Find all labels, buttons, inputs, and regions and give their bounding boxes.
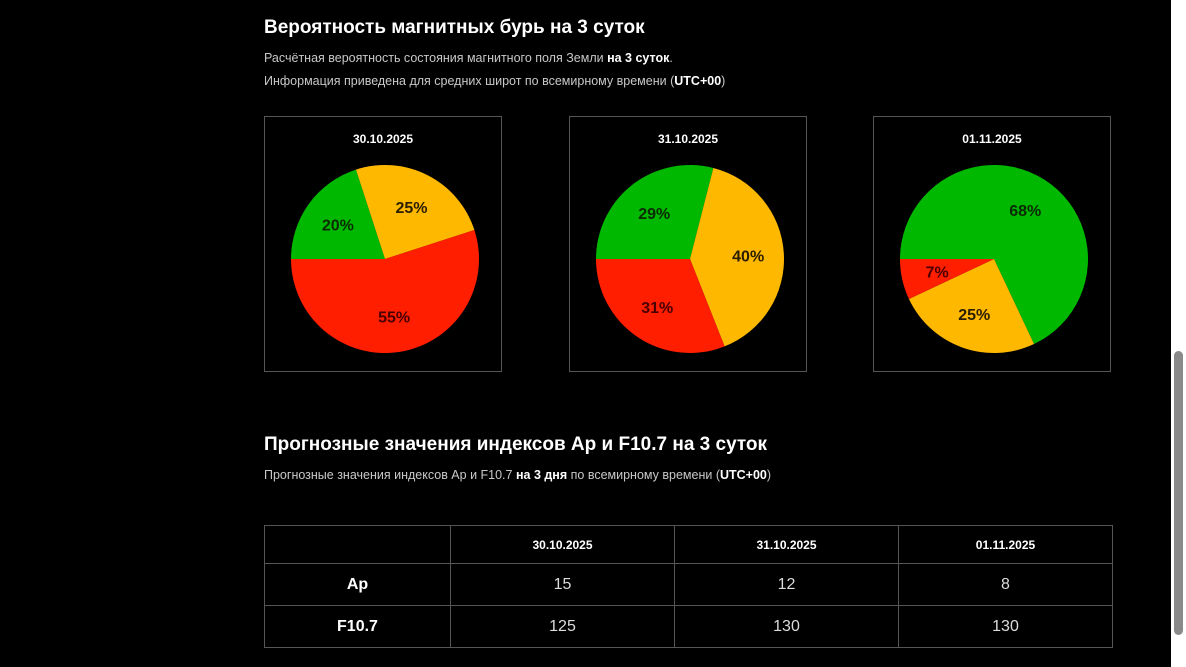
pie-chart-day-3: 01.11.2025 68% 25% 7% (873, 116, 1111, 372)
storm-probability-title: Вероятность магнитных бурь на 3 суток (264, 17, 645, 38)
table-header (264, 525, 451, 564)
pie-slice-label: 25% (395, 200, 427, 217)
desc-text: Расчётная вероятность состояния магнитно… (264, 51, 608, 65)
desc-text: . (669, 51, 673, 65)
pie-slice (291, 229, 479, 354)
pie-svg: 29% 40% 31% (596, 164, 784, 353)
pie-slice-label: 29% (638, 206, 670, 223)
indices-table: 30.10.2025 31.10.2025 01.11.2025 Ap 15 1… (264, 525, 1113, 648)
table-cell: 15 (450, 563, 675, 606)
pie-slice-label: 25% (958, 307, 990, 324)
pie-slice (596, 259, 725, 353)
desc-bold: на 3 дня (515, 468, 568, 482)
pie-date: 31.10.2025 (657, 132, 719, 146)
table-header: 30.10.2025 (450, 525, 675, 564)
pie-svg: 20% 25% 55% (291, 165, 479, 354)
pie-chart-day-2: 31.10.2025 29% 40% 31% (569, 116, 807, 372)
pie-slice (900, 259, 994, 300)
indices-desc: Прогнозные значения индексов Ap и F10.7 … (264, 468, 771, 482)
desc-text: ) (721, 74, 726, 88)
row-label: Ap (264, 563, 451, 606)
desc-text: ) (766, 468, 772, 482)
scrollbar-thumb[interactable] (1174, 351, 1183, 635)
desc-bold: UTC+00 (674, 74, 722, 88)
pie-slice (908, 259, 1035, 353)
desc-text: Прогнозные значения индексов Ap и F10.7 (264, 468, 516, 482)
pie-slice-label: 7% (926, 265, 949, 282)
table-cell: 130 (674, 605, 899, 648)
table-cell: 12 (674, 563, 899, 606)
pie-slice (690, 167, 784, 347)
table-cell: 8 (898, 563, 1113, 606)
pie-svg: 68% 25% 7% (900, 165, 1088, 353)
table-row: F10.7 125 130 130 (264, 605, 1113, 648)
pie-date: 30.10.2025 (352, 132, 414, 146)
pie-slice-label: 55% (378, 310, 410, 327)
pie-slice (596, 164, 714, 259)
desc-text: по всемирному времени ( (567, 468, 720, 482)
desc-bold: на 3 суток (607, 51, 670, 65)
pie-date: 01.11.2025 (962, 132, 1022, 146)
pie-slice-label: 68% (1009, 203, 1041, 220)
storm-probability-desc-1: Расчётная вероятность состояния магнитно… (264, 51, 673, 65)
table-cell: 125 (450, 605, 675, 648)
pie-slice (355, 165, 475, 259)
pie-slice (291, 169, 385, 259)
table-cell: 130 (898, 605, 1113, 648)
table-header-row: 30.10.2025 31.10.2025 01.11.2025 (264, 525, 1113, 564)
pie-slice (900, 165, 1088, 345)
table-header: 01.11.2025 (898, 525, 1113, 564)
pie-slice-label: 31% (641, 300, 673, 317)
pie-chart-day-1: 30.10.2025 20% 25% 55% (264, 116, 502, 372)
row-label: F10.7 (264, 605, 451, 648)
table-header: 31.10.2025 (674, 525, 899, 564)
indices-title: Прогнозные значения индексов Ap и F10.7 … (264, 434, 768, 455)
storm-probability-desc-2: Информация приведена для средних широт п… (264, 74, 725, 88)
table-row: Ap 15 12 8 (264, 563, 1113, 606)
desc-text: Информация приведена для средних широт п… (264, 74, 675, 88)
pie-slice-label: 20% (322, 218, 354, 235)
desc-bold: UTC+00 (719, 468, 767, 482)
pie-slice-label: 40% (732, 248, 764, 265)
